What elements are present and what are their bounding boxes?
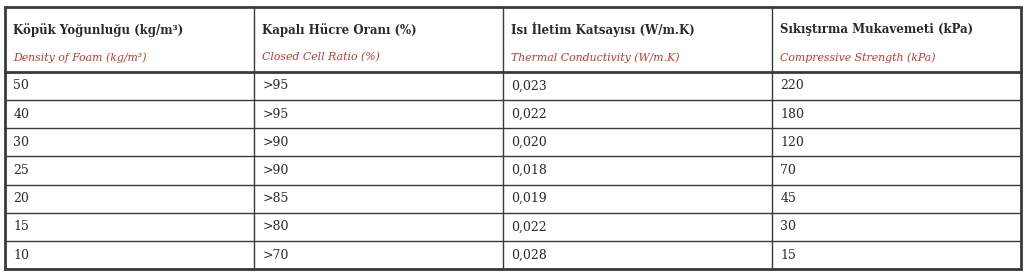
Text: 50: 50 [13, 79, 30, 92]
Text: >85: >85 [262, 192, 289, 205]
Text: 0,028: 0,028 [511, 248, 547, 261]
Text: Köpük Yoğunluğu (kg/m³): Köpük Yoğunluğu (kg/m³) [13, 23, 183, 36]
Text: >70: >70 [262, 248, 289, 261]
Text: 10: 10 [13, 248, 30, 261]
Text: 180: 180 [780, 108, 804, 121]
Text: 220: 220 [780, 79, 804, 92]
Text: 40: 40 [13, 108, 30, 121]
Text: 30: 30 [13, 136, 30, 149]
Text: 70: 70 [780, 164, 796, 177]
Text: Sıkıştırma Mukavemeti (kPa): Sıkıştırma Mukavemeti (kPa) [780, 23, 974, 36]
Text: 30: 30 [780, 220, 797, 233]
Text: 15: 15 [780, 248, 796, 261]
Text: >90: >90 [262, 164, 289, 177]
Text: 0,018: 0,018 [511, 164, 547, 177]
Text: Closed Cell Ratio (%): Closed Cell Ratio (%) [262, 52, 380, 63]
Text: Kapalı Hücre Oranı (%): Kapalı Hücre Oranı (%) [262, 23, 417, 36]
Text: >90: >90 [262, 136, 289, 149]
Text: 120: 120 [780, 136, 804, 149]
Text: 0,022: 0,022 [511, 108, 547, 121]
Text: 0,019: 0,019 [511, 192, 547, 205]
Text: Isı İletim Katsayısı (W/m.K): Isı İletim Katsayısı (W/m.K) [511, 22, 695, 37]
Text: Thermal Conductivity (W/m.K): Thermal Conductivity (W/m.K) [511, 52, 680, 63]
Text: >95: >95 [262, 108, 289, 121]
Text: Density of Foam (kg/m³): Density of Foam (kg/m³) [13, 52, 146, 63]
Text: >80: >80 [262, 220, 289, 233]
Text: 0,022: 0,022 [511, 220, 547, 233]
Text: Compressive Strength (kPa): Compressive Strength (kPa) [780, 52, 936, 63]
Text: 25: 25 [13, 164, 29, 177]
Text: 45: 45 [780, 192, 796, 205]
Text: 0,023: 0,023 [511, 79, 547, 92]
Text: >95: >95 [262, 79, 289, 92]
Text: 0,020: 0,020 [511, 136, 547, 149]
Text: 20: 20 [13, 192, 30, 205]
Text: 15: 15 [13, 220, 30, 233]
